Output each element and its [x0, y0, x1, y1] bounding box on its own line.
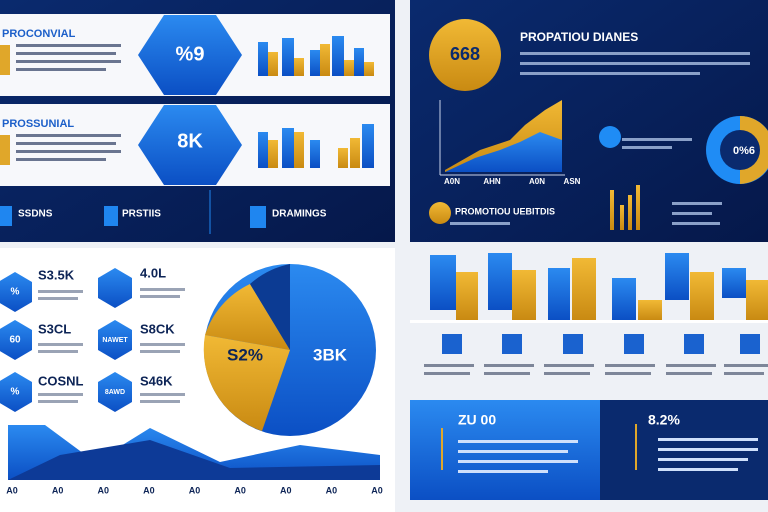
card: [0, 14, 390, 186]
stat-value: S46K: [140, 373, 173, 388]
stat-value: S8CK: [140, 321, 175, 336]
stat-value: S3CL: [38, 321, 71, 336]
axis-label: A0: [371, 485, 383, 495]
panel-value: 8.2%: [648, 412, 680, 428]
stat-value: S3.5K: [38, 267, 75, 282]
axis-label: A0: [326, 485, 338, 495]
axis-label: A0: [143, 485, 155, 495]
axis-label: A0: [97, 485, 109, 495]
stat-value: 4.0L: [140, 265, 166, 280]
pie-label: S2%: [227, 345, 263, 364]
decor: [410, 253, 768, 500]
axis-label: A0: [6, 485, 18, 495]
legend-label: SSDNS: [18, 209, 53, 220]
badge: %: [11, 287, 20, 298]
legend-label: DRAMINGS: [272, 209, 327, 220]
panel-value: ZU 00: [458, 412, 496, 428]
card-title: PROSSUNIAL: [2, 118, 74, 130]
axis-label: ASN: [564, 177, 581, 186]
badge: %: [11, 387, 20, 398]
axis-label: A0: [52, 485, 64, 495]
badge: NAWET: [102, 337, 128, 344]
axis-label: A0: [280, 485, 292, 495]
legend-label: PRSTIIS: [122, 209, 161, 220]
badge: 8K: [177, 130, 203, 152]
pie-label: 3BK: [313, 345, 348, 364]
badge: %9: [176, 43, 205, 65]
decor: [0, 264, 380, 480]
badge: 8AWD: [105, 389, 125, 396]
axis-label: A0: [189, 485, 201, 495]
axis: A0 A0 A0 A0 A0 A0 A0 A0 A0: [6, 485, 383, 495]
badge: 668: [450, 44, 480, 64]
axis-label: A0N: [444, 177, 460, 186]
axis-label: A0: [234, 485, 246, 495]
decor: [429, 19, 768, 230]
subtitle: PROMOTIOU UEBITDIS: [455, 206, 555, 216]
badge: 60: [9, 335, 21, 346]
card-title: PROCONVIAL: [2, 28, 76, 40]
stat-value: COSNL: [38, 373, 84, 388]
axis-label: AHN: [483, 177, 501, 186]
legend-markers: [0, 190, 266, 234]
axis-label: A0N: [529, 177, 545, 186]
donut-label: 0%6: [733, 145, 755, 157]
panel-title: PROPATIOU DIANES: [520, 30, 638, 44]
